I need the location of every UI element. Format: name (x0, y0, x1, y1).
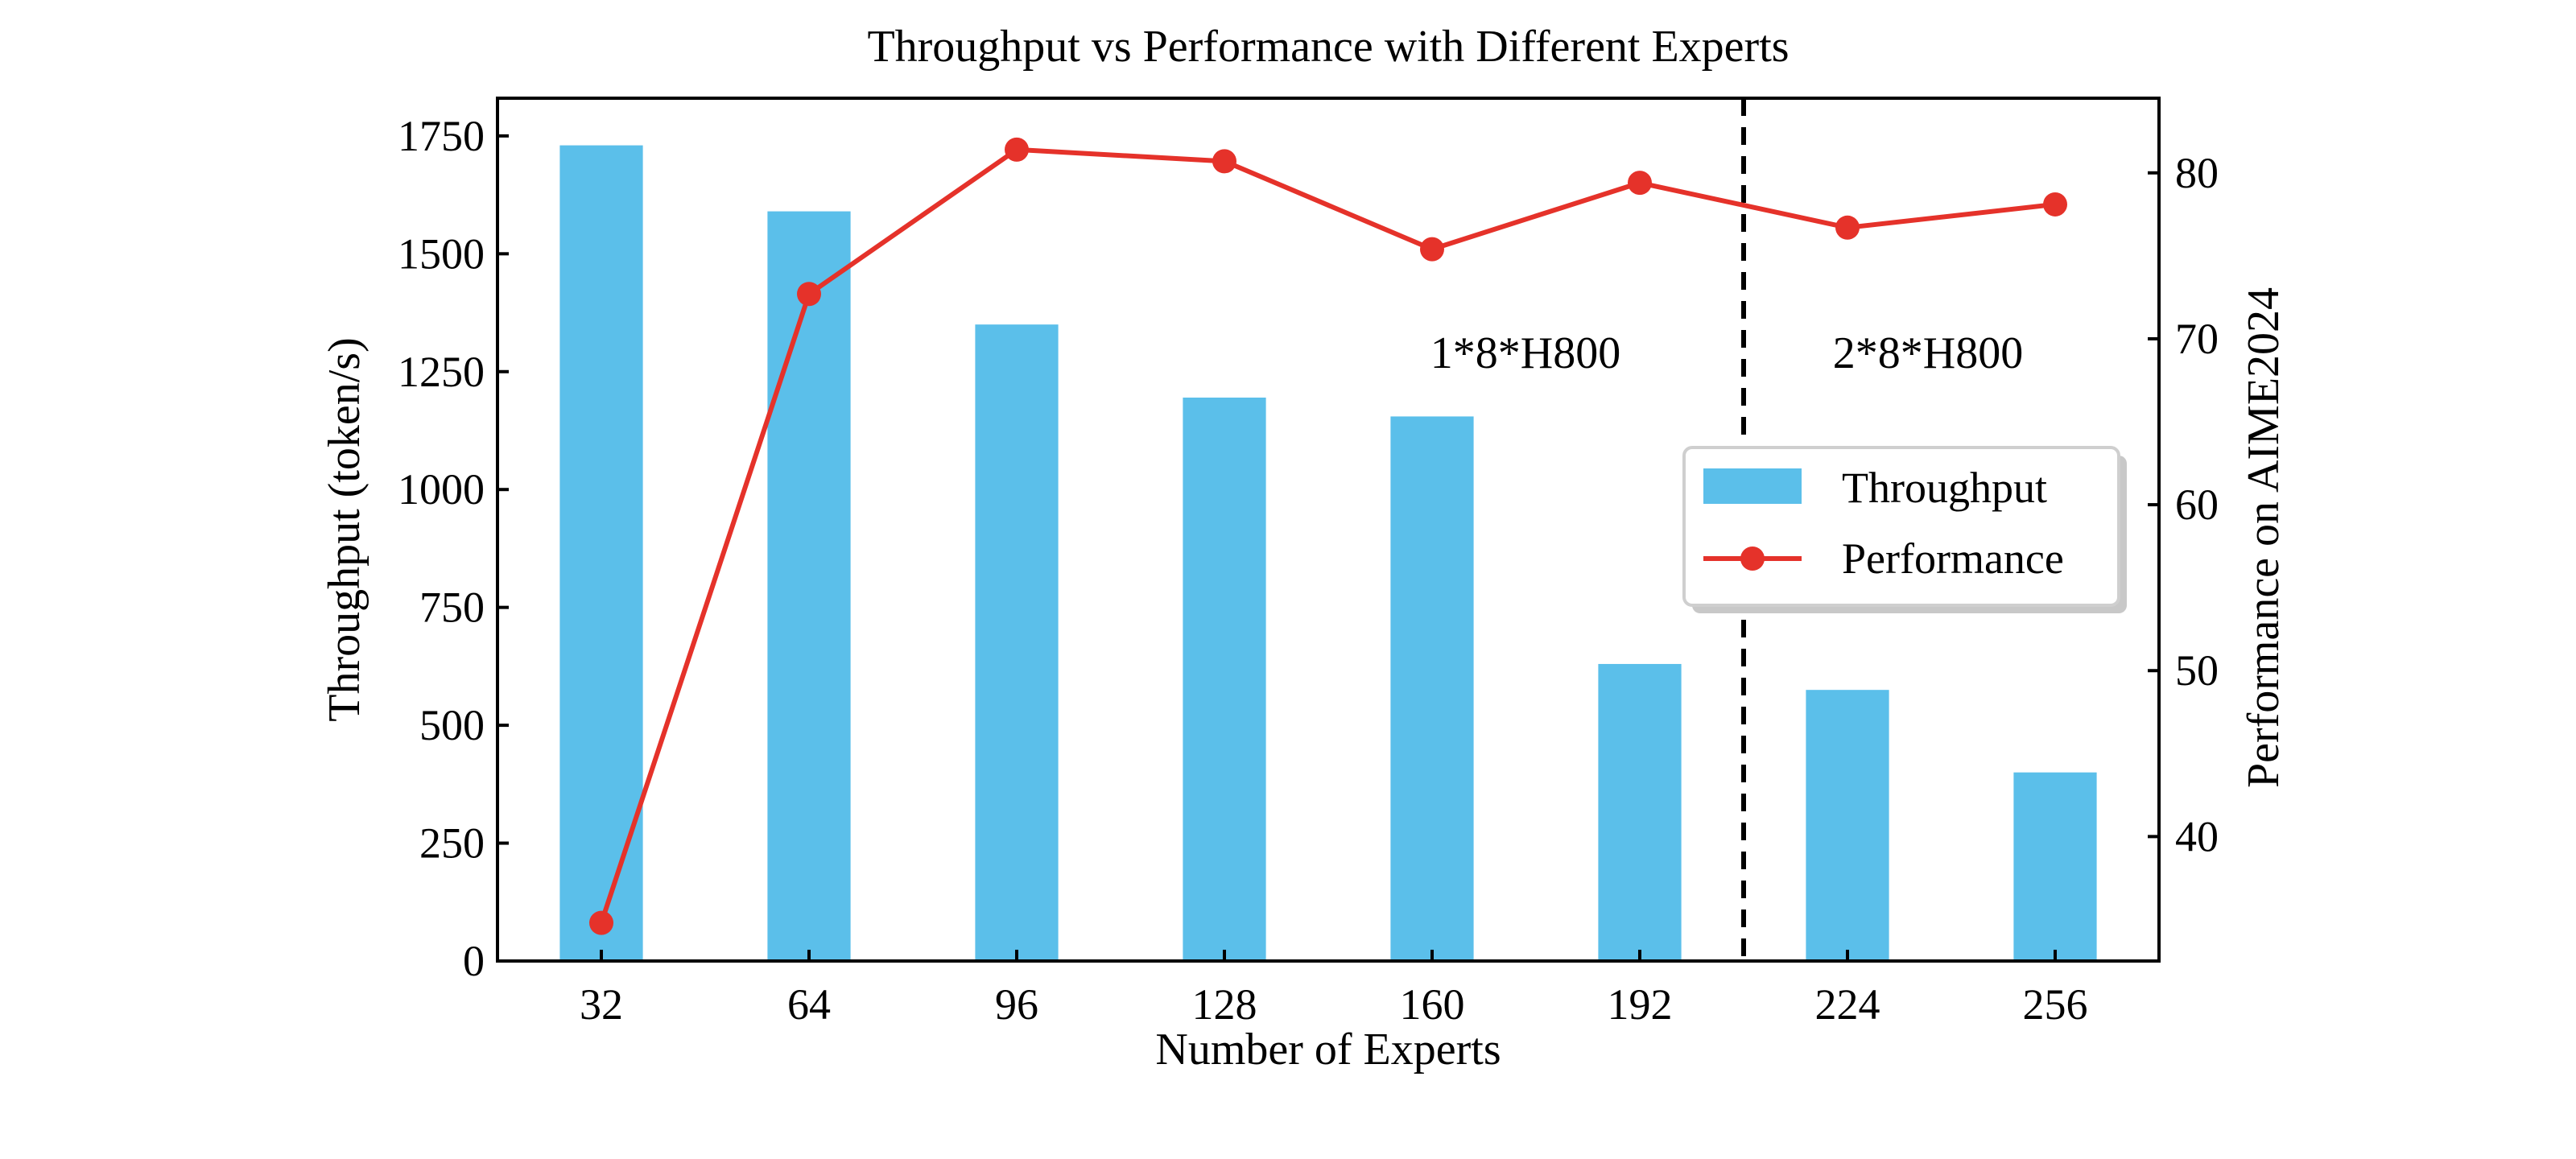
annotation-1x8-h800: 1*8*H800 (1430, 328, 1620, 378)
y-tick-label-1250: 1250 (398, 348, 485, 396)
performance-point-256 (2043, 192, 2067, 217)
bar-throughput-64 (767, 211, 851, 961)
bar-throughput-256 (2013, 772, 2097, 961)
x-tick-label-256: 256 (2023, 980, 2088, 1029)
x-tick-label-32: 32 (580, 980, 623, 1029)
performance-point-160 (1420, 237, 1444, 262)
x-tick-label-192: 192 (1608, 980, 1673, 1029)
performance-point-32 (589, 910, 613, 935)
legend-performance-label: Performance (1842, 534, 2064, 583)
y-tick-label-1500: 1500 (398, 229, 485, 278)
performance-point-128 (1212, 149, 1236, 174)
performance-point-96 (1005, 137, 1029, 162)
x-tick-label-224: 224 (1815, 980, 1880, 1029)
performance-point-192 (1628, 171, 1652, 196)
performance-line (599, 146, 2056, 924)
x-tick-label-96: 96 (995, 980, 1038, 1029)
y2-tick-label-80: 80 (2175, 149, 2219, 197)
bar-throughput-128 (1183, 397, 1266, 961)
plot-frame (496, 97, 2161, 963)
bar-throughput-192 (1598, 663, 1682, 961)
y-tick-label-750: 750 (419, 584, 485, 632)
y2-tick-label-40: 40 (2175, 812, 2219, 860)
chart-title: Throughput vs Performance with Different… (867, 22, 1789, 72)
legend-throughput-label: Throughput (1842, 464, 2047, 512)
x-tick-label-128: 128 (1192, 980, 1257, 1029)
bar-throughput-160 (1390, 416, 1474, 961)
legend-performance-marker-swatch (1740, 547, 1765, 571)
bar-throughput-96 (975, 324, 1059, 962)
bar-throughput-224 (1806, 690, 1889, 961)
y2-tick-label-70: 70 (2175, 315, 2219, 363)
legend-throughput-swatch (1703, 468, 1802, 504)
y-tick-label-1000: 1000 (398, 465, 485, 514)
y-tick-label-500: 500 (419, 701, 485, 749)
performance-point-64 (797, 282, 821, 307)
y-tick-label-1750: 1750 (398, 112, 485, 160)
legend: Throughput Performance (1682, 446, 2127, 613)
performance-point-224 (1835, 215, 1860, 240)
x-tick-label-160: 160 (1400, 980, 1465, 1029)
y2-tick-label-50: 50 (2175, 646, 2219, 695)
bar-throughput-32 (559, 145, 643, 962)
y2-tick-label-60: 60 (2175, 481, 2219, 529)
x-tick-label-64: 64 (787, 980, 831, 1029)
annotation-2x8-h800: 2*8*H800 (1833, 328, 2023, 378)
y-tick-label-250: 250 (419, 819, 485, 868)
y-axis-label: Throughput (token/s) (320, 337, 369, 721)
y-tick-label-0: 0 (463, 937, 485, 985)
y2-axis-label: Performance on AIME2024 (2239, 287, 2289, 788)
x-axis-label: Number of Experts (1155, 1025, 1501, 1074)
